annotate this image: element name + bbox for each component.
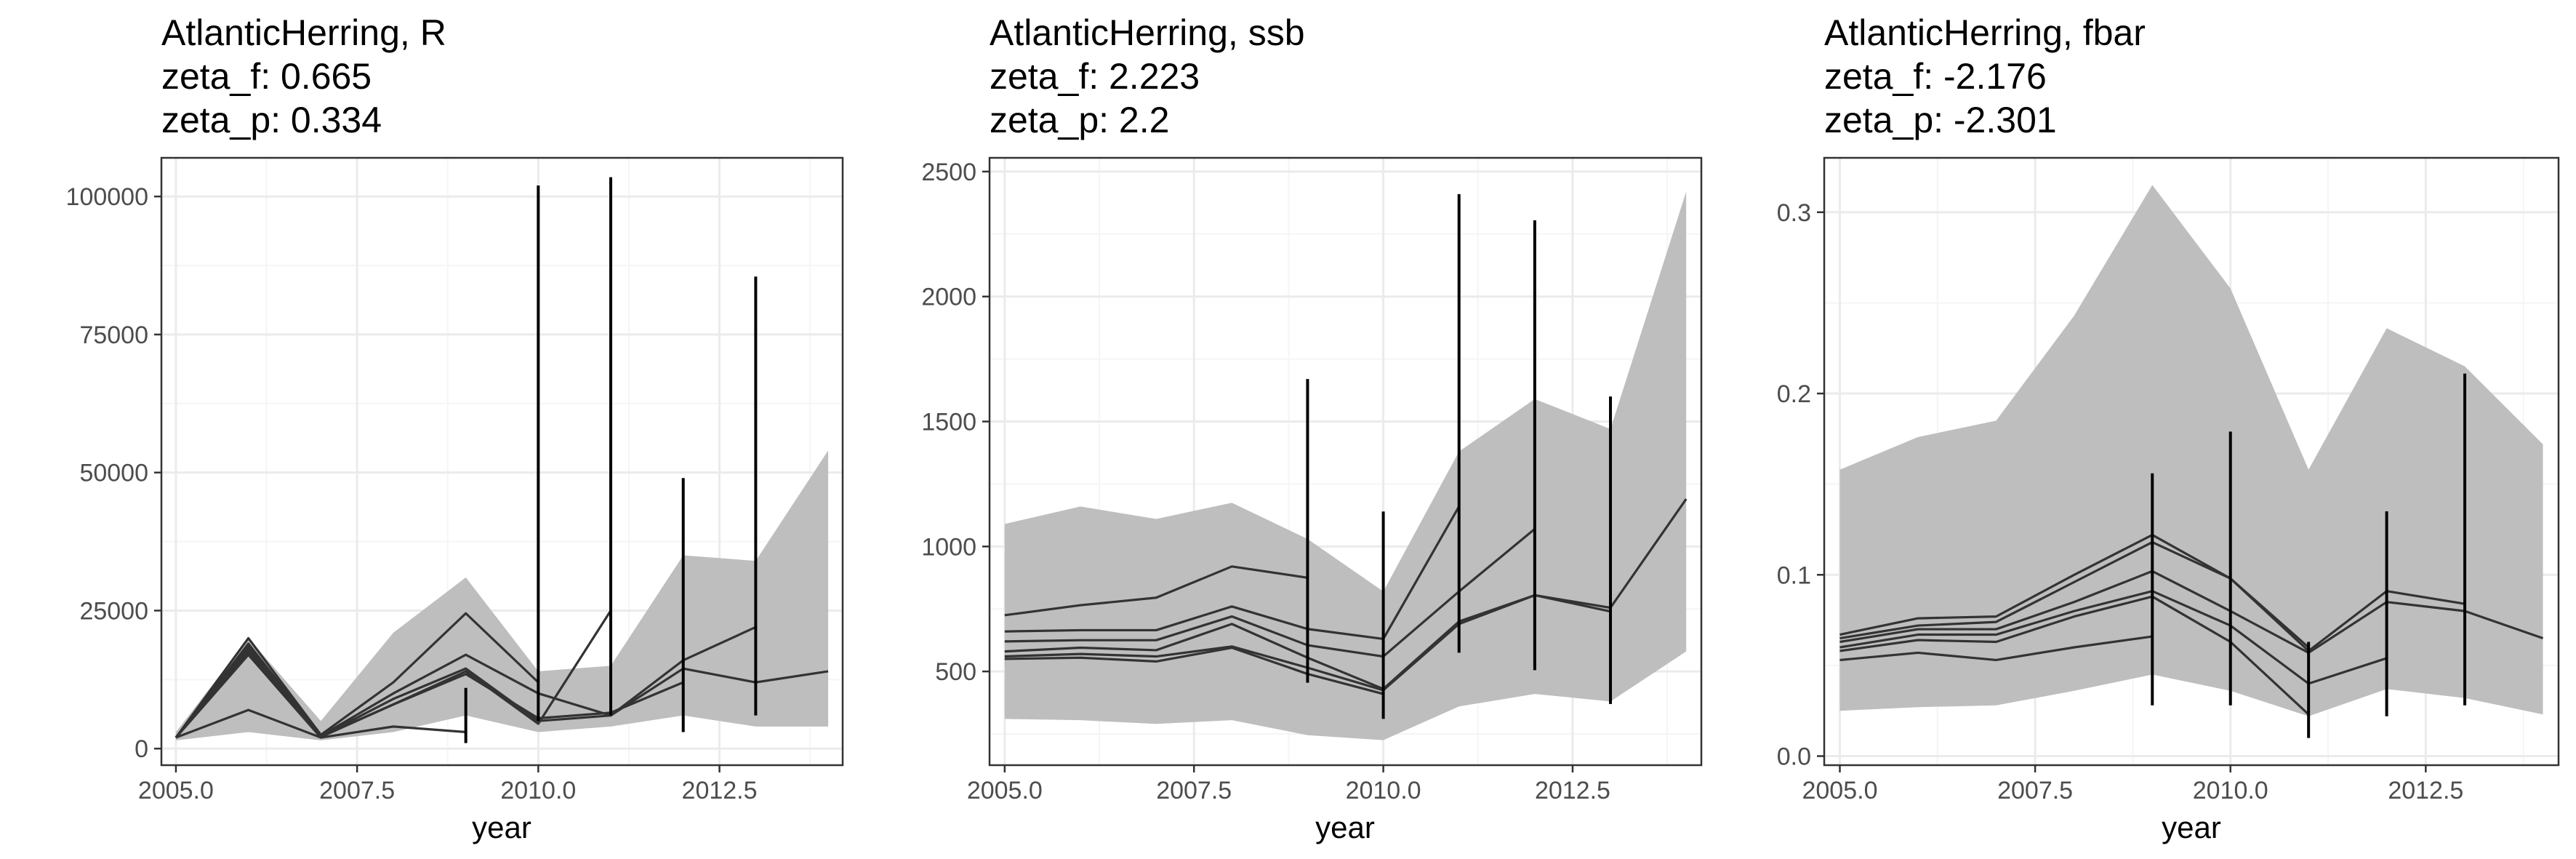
chart-title-line-3: zeta_p: 0.334 (161, 100, 382, 140)
series-line-1 (174, 612, 539, 738)
panel-border (1823, 156, 2560, 767)
y-tick-label: 0.3 (1777, 199, 1811, 227)
x-tick-label: 2012.5 (682, 777, 758, 804)
confidence-ribbon (175, 450, 829, 740)
series-line-4 (1004, 498, 1688, 690)
chart-title-line-2: zeta_f: 0.665 (161, 56, 372, 97)
series-line-3 (1004, 528, 1536, 658)
x-tick-label: 2010.0 (2193, 777, 2268, 804)
series-line-4 (174, 647, 684, 739)
x-tick-label: 2012.5 (1535, 777, 1610, 804)
chart-panel-fbar: AtlanticHerring, fbar zeta_f: -2.176 zet… (1777, 12, 2560, 844)
confidence-ribbon (1839, 185, 2543, 716)
x-axis-title: year (2162, 810, 2221, 844)
series-line-5 (174, 610, 612, 739)
chart-title-line-1: AtlanticHerring, R (161, 12, 446, 53)
y-tick-label: 2500 (921, 159, 976, 186)
chart-title-line-3: zeta_p: -2.301 (1824, 100, 2057, 140)
axis-layer: 2005.0 2007.5 2010.0 2012.5 0 25000 50000 75000… (66, 156, 844, 804)
series-line-2 (174, 626, 757, 739)
y-tick-label: 1000 (921, 533, 976, 561)
chart-title-line-2: zeta_f: -2.176 (1824, 56, 2047, 97)
y-tick-label: 0.0 (1777, 743, 1811, 771)
series-line-7 (175, 708, 321, 739)
series-layer (174, 610, 829, 739)
x-axis-title: year (472, 810, 531, 844)
y-tick-label: 25000 (79, 597, 148, 625)
y-tick-label: 2000 (921, 284, 976, 311)
y-tick-label: 0 (135, 735, 148, 763)
errorbar-layer (2151, 373, 2467, 738)
series-line-1 (1004, 565, 1308, 617)
errorbar-layer (464, 177, 758, 743)
axis-layer: 2005.0 2007.5 2010.0 2012.5 500 1000 1500 2000 2… (921, 156, 1703, 804)
ribbon-layer (175, 450, 829, 740)
panel-border (160, 156, 844, 767)
x-tick-label: 2005.0 (138, 777, 214, 804)
x-tick-label: 2010.0 (1346, 777, 1421, 804)
chart-title-line-1: AtlanticHerring, ssb (990, 12, 1305, 53)
y-tick-label: 100000 (66, 183, 148, 211)
y-tick-label: 75000 (79, 321, 148, 349)
chart-title-line-1: AtlanticHerring, fbar (1824, 12, 2146, 53)
x-tick-label: 2005.0 (967, 777, 1043, 804)
y-tick-label: 0.1 (1777, 562, 1811, 589)
series-line-4 (1839, 590, 2388, 685)
x-tick-label: 2012.5 (2388, 777, 2463, 804)
axis-layer: 2005.0 2007.5 2010.0 2012.5 0.0 0.1 0.2 0.3 (1777, 156, 2560, 804)
errorbar-layer (1306, 193, 1613, 719)
y-tick-label: 0.2 (1777, 380, 1811, 408)
x-axis-title: year (1315, 810, 1375, 844)
x-tick-label: 2007.5 (1156, 777, 1232, 804)
ribbon-layer (1839, 185, 2543, 716)
panel-border (988, 156, 1703, 767)
chart-title-line-2: zeta_f: 2.223 (990, 56, 1200, 97)
x-tick-label: 2005.0 (1802, 777, 1877, 804)
chart-panel-ssb: AtlanticHerring, ssb zeta_f: 2.223 zeta_… (921, 12, 1703, 844)
y-tick-label: 500 (935, 658, 976, 686)
x-tick-label: 2007.5 (319, 777, 395, 804)
y-tick-label: 50000 (79, 460, 148, 487)
series-line-6 (1839, 635, 2153, 662)
chart-title-line-3: zeta_p: 2.2 (990, 100, 1169, 140)
chart-panel-r: AtlanticHerring, R zeta_f: 0.665 zeta_p:… (66, 12, 844, 844)
x-tick-label: 2007.5 (1997, 777, 2073, 804)
series-line-6 (1004, 646, 1384, 695)
series-line-3 (1839, 570, 2544, 655)
x-tick-label: 2010.0 (500, 777, 576, 804)
y-tick-label: 1500 (921, 409, 976, 436)
